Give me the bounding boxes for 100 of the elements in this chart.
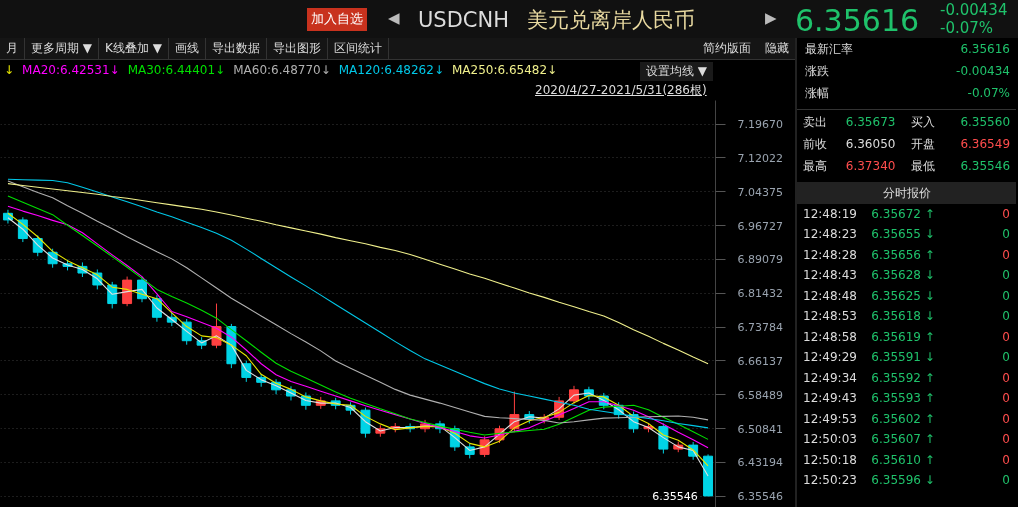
text: 0 bbox=[1001, 369, 1010, 387]
text: 隐藏 bbox=[765, 40, 789, 57]
text: 0 bbox=[1001, 246, 1010, 264]
text: USDCNH bbox=[418, 7, 510, 34]
y-tick-label: 6.96727 bbox=[737, 219, 783, 233]
text: 0 bbox=[1001, 328, 1010, 346]
text: 12:50:03 bbox=[803, 431, 858, 449]
text: 0 bbox=[1001, 308, 1010, 326]
text: -0.07% bbox=[940, 18, 994, 39]
text: 开盘 bbox=[911, 136, 937, 153]
text: 12:49:43 bbox=[803, 390, 858, 408]
text: 12:48:48 bbox=[803, 287, 858, 305]
text: 6.35616 bbox=[795, 2, 920, 40]
text: -0.00434 bbox=[940, 0, 1008, 21]
line-series bbox=[7, 183, 709, 365]
text: MA250:6.65482↓ bbox=[451, 63, 558, 77]
y-tick-label: 6.43194 bbox=[737, 456, 783, 470]
text: 6.35591 ↓ bbox=[871, 349, 936, 367]
text: 分时报价 bbox=[797, 182, 1016, 204]
text: 6.35546 bbox=[959, 158, 1011, 175]
text: 6.36050 bbox=[845, 136, 897, 153]
text: 简约版面 bbox=[703, 40, 751, 57]
text: 前收 bbox=[803, 136, 828, 153]
text: 12:49:53 bbox=[803, 410, 858, 428]
y-tick-label: 7.12022 bbox=[737, 151, 783, 165]
y-tick-label: 6.50841 bbox=[737, 422, 783, 436]
text: 最新汇率 bbox=[805, 41, 853, 58]
text: K线叠加 ▼ bbox=[99, 38, 169, 60]
text: 12:48:28 bbox=[803, 246, 858, 264]
text: 6.35560 bbox=[959, 114, 1011, 131]
text: 12:49:34 bbox=[803, 369, 858, 387]
text: 6.35607 ↑ bbox=[871, 431, 936, 449]
text: 6.37340 bbox=[845, 158, 897, 175]
text: 12:48:58 bbox=[803, 328, 858, 346]
text: 0 bbox=[1001, 451, 1010, 469]
text: 0 bbox=[1001, 226, 1010, 244]
text: 6.35672 ↑ bbox=[871, 205, 936, 223]
text: 更多周期 ▼ bbox=[25, 38, 100, 60]
text: 2020/4/27-2021/5/31(286根) bbox=[535, 82, 707, 99]
text: 12:50:23 bbox=[803, 472, 858, 490]
text: 12:48:43 bbox=[803, 267, 858, 285]
text: 6.35596 ↓ bbox=[871, 472, 936, 490]
text: 6.35593 ↑ bbox=[871, 390, 936, 408]
text: MA120:6.48262↓ bbox=[338, 63, 444, 77]
text: 6.35625 ↓ bbox=[871, 287, 936, 305]
text: 最低 bbox=[911, 158, 937, 175]
y-tick-label: 6.35546 bbox=[737, 490, 783, 504]
text: 6.36549 bbox=[959, 136, 1011, 153]
text: 6.35592 ↑ bbox=[871, 369, 936, 387]
text: 卖出 bbox=[803, 114, 828, 131]
text: ▶ bbox=[765, 8, 777, 29]
text: 6.35655 ↓ bbox=[871, 226, 936, 244]
text: 0 bbox=[1001, 287, 1010, 305]
text: 涨跌 bbox=[805, 63, 829, 80]
text: 6.35602 ↑ bbox=[871, 410, 936, 428]
y-tick-label: 6.81432 bbox=[737, 287, 783, 301]
text: 画线 bbox=[168, 38, 206, 60]
text: 买入 bbox=[911, 114, 937, 131]
text: -0.07% bbox=[967, 85, 1010, 102]
text: 0 bbox=[1001, 390, 1010, 408]
text: 6.35656 ↑ bbox=[871, 246, 936, 264]
text: 0 bbox=[1001, 472, 1010, 490]
annotation: 6.35546 bbox=[652, 490, 698, 504]
text: ◀ bbox=[388, 8, 400, 29]
text: 0 bbox=[1001, 205, 1010, 223]
y-tick-label: 7.19670 bbox=[737, 118, 783, 132]
text: -0.00434 bbox=[956, 63, 1010, 80]
text: 设置均线 ▼ bbox=[640, 62, 714, 82]
text: 导出数据 bbox=[205, 38, 267, 60]
text: 12:50:18 bbox=[803, 451, 858, 469]
text: 6.35610 ↑ bbox=[871, 451, 936, 469]
text: 6.35618 ↓ bbox=[871, 308, 936, 326]
text: 0 bbox=[1001, 349, 1010, 367]
text: 6.35673 bbox=[845, 114, 897, 131]
text: 0 bbox=[1001, 410, 1010, 428]
text: 区间统计 bbox=[327, 38, 389, 60]
text: 涨幅 bbox=[805, 85, 829, 102]
text: 6.35628 ↓ bbox=[871, 267, 936, 285]
text: 12:48:23 bbox=[803, 226, 858, 244]
text: ↓ bbox=[4, 63, 15, 77]
y-tick-label: 6.73784 bbox=[737, 321, 783, 335]
text: 6.35619 ↑ bbox=[871, 328, 936, 346]
y-tick-label: 6.58489 bbox=[737, 388, 783, 402]
text: 0 bbox=[1001, 431, 1010, 449]
text: MA30:6.44401↓ bbox=[127, 63, 226, 77]
text: 月 bbox=[0, 38, 25, 60]
text: 最高 bbox=[803, 158, 828, 175]
text: MA60:6.48770↓ bbox=[233, 63, 331, 77]
text: 美元兑离岸人民币 bbox=[527, 7, 695, 34]
text: 12:49:29 bbox=[803, 349, 858, 367]
text: 12:48:19 bbox=[803, 205, 858, 223]
y-tick-label: 7.04375 bbox=[737, 185, 783, 199]
y-tick-label: 6.66137 bbox=[737, 354, 783, 368]
text: 导出图形 bbox=[266, 38, 328, 60]
text: 6.35616 bbox=[960, 41, 1010, 58]
text: MA20:6.42531↓ bbox=[22, 63, 120, 77]
y-tick-label: 6.89079 bbox=[737, 253, 783, 267]
text: 12:48:53 bbox=[803, 308, 858, 326]
text: 加入自选 bbox=[307, 8, 367, 31]
text: 0 bbox=[1001, 267, 1010, 285]
